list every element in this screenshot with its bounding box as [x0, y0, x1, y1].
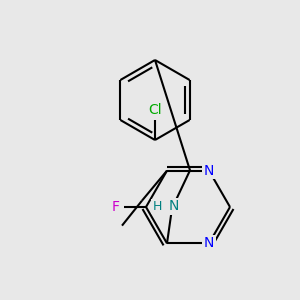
Text: N: N	[204, 164, 214, 178]
Text: Cl: Cl	[148, 103, 162, 117]
Text: F: F	[112, 200, 120, 214]
Text: H: H	[152, 200, 162, 213]
Text: N: N	[169, 200, 179, 213]
Text: N: N	[204, 236, 214, 250]
